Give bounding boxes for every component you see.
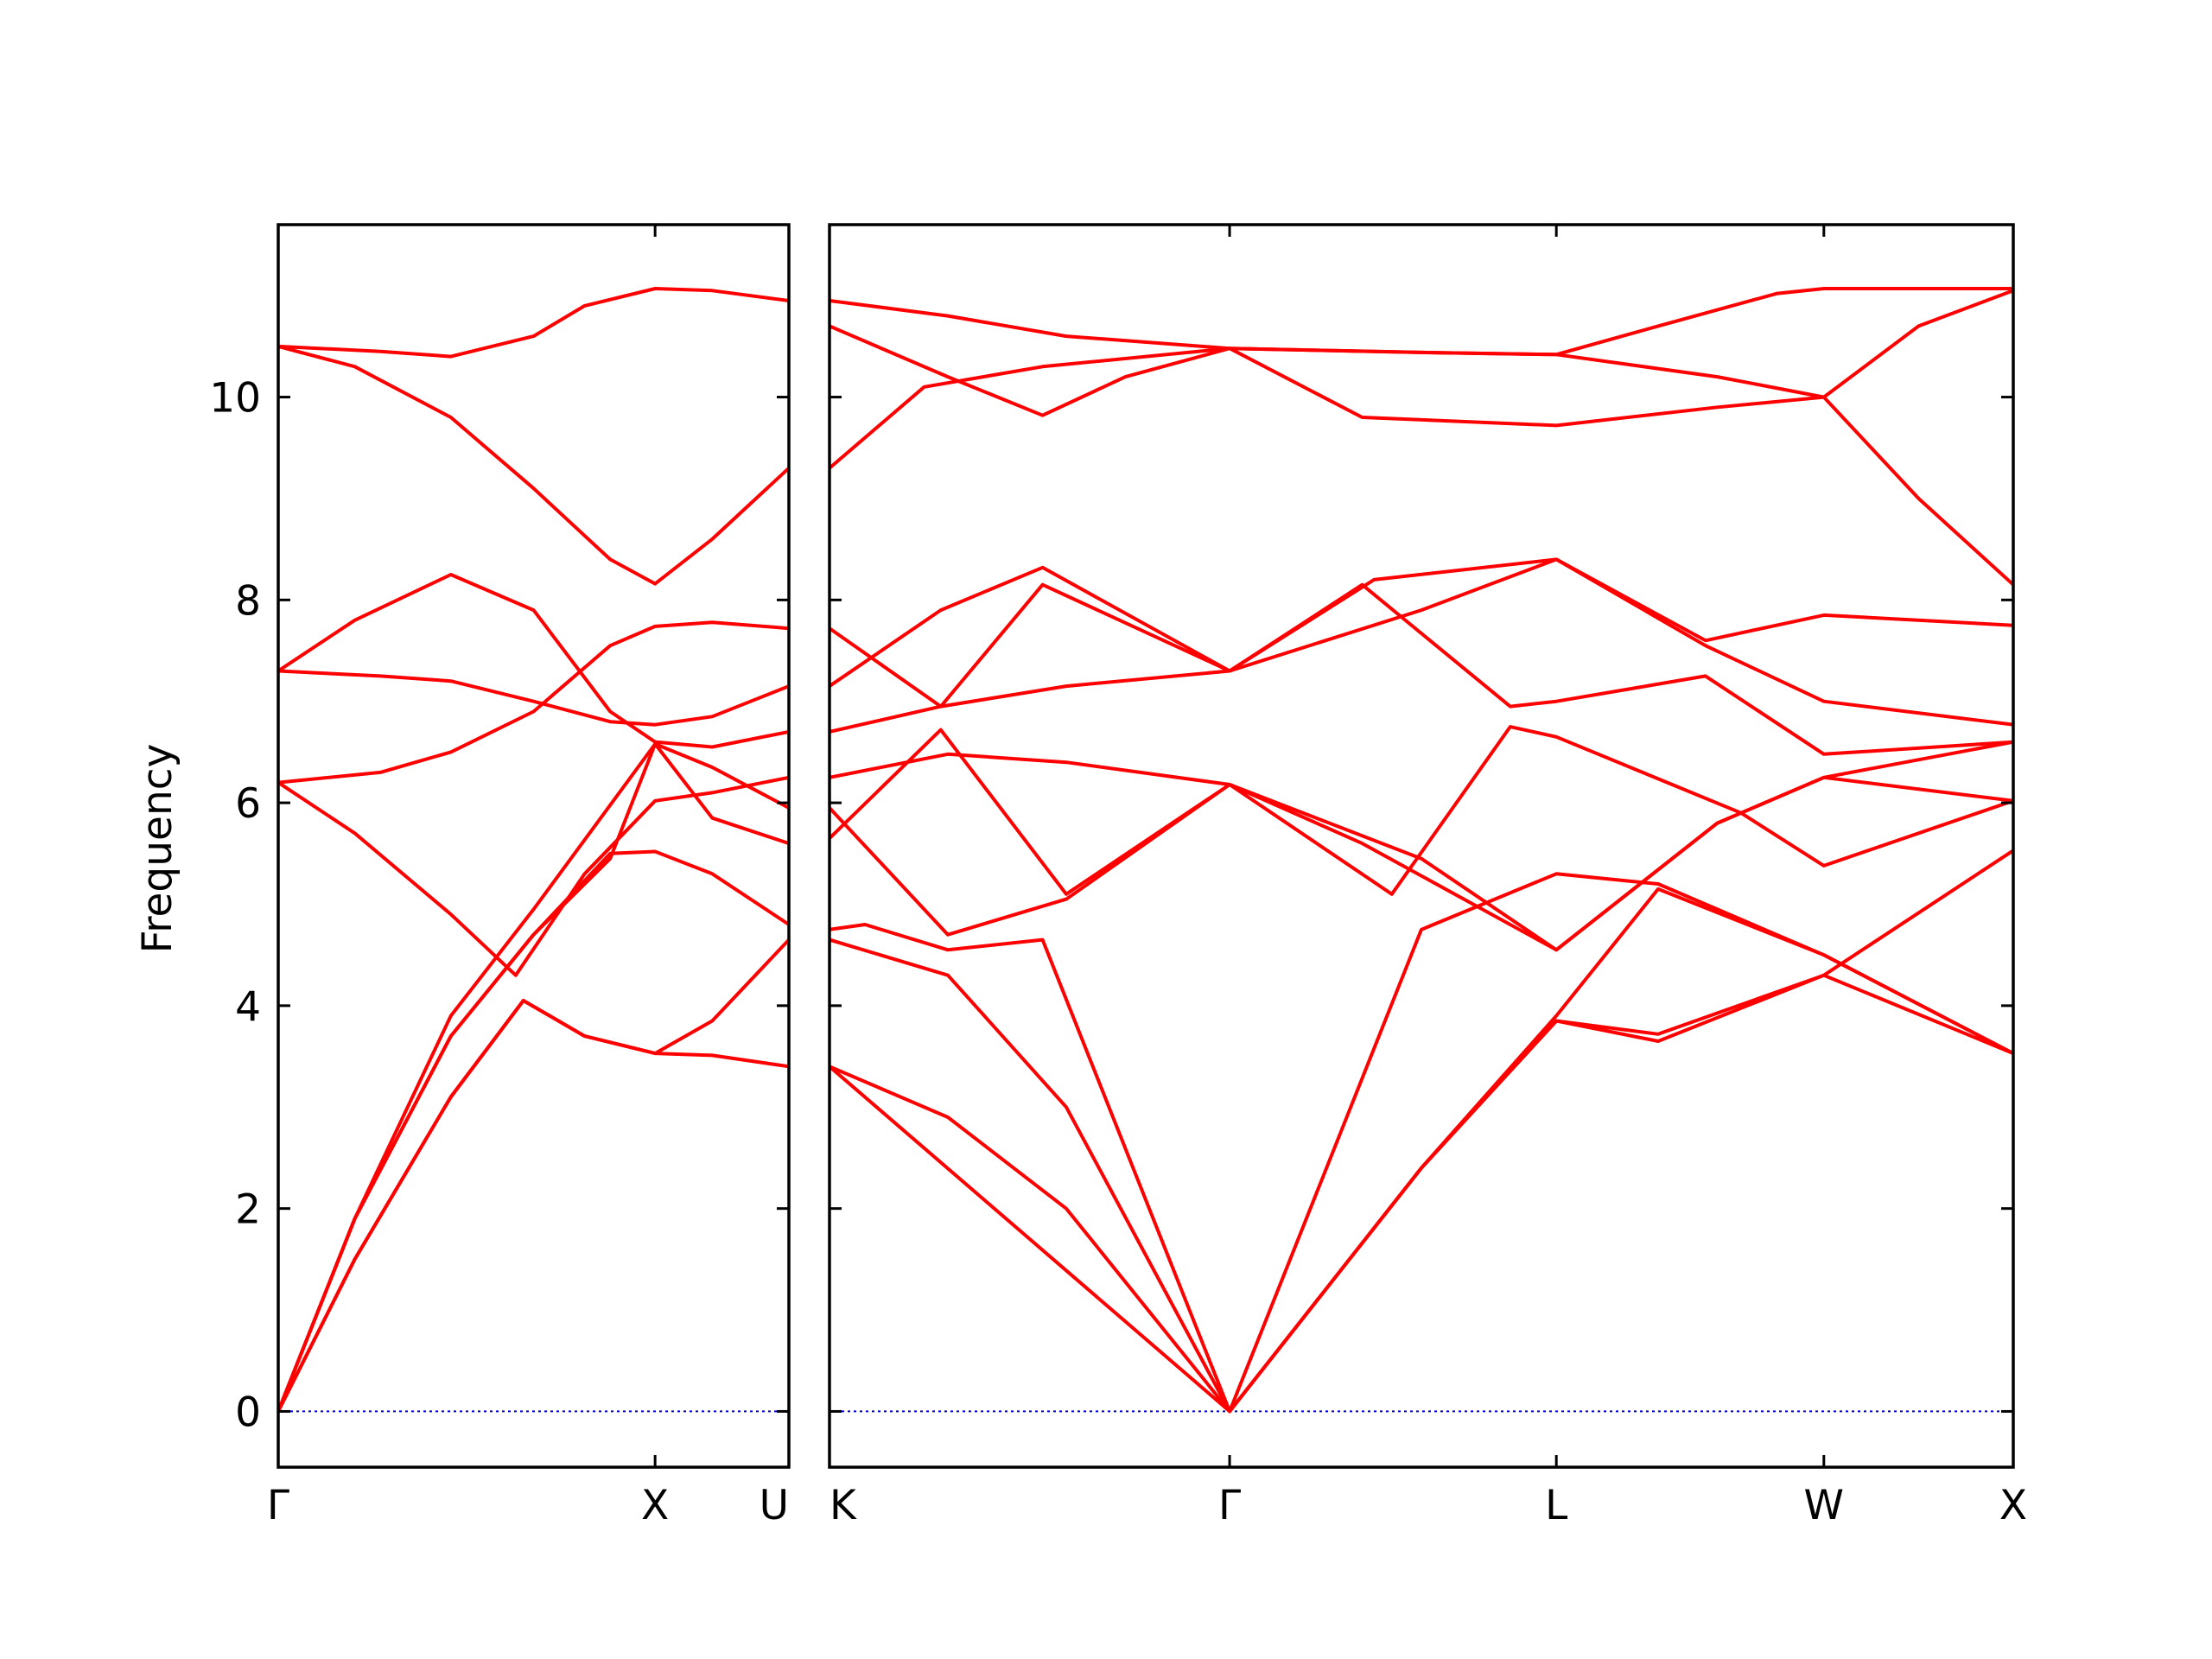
y-tick-label: 0: [235, 1389, 261, 1436]
band-line-11: [278, 999, 789, 1414]
band-line-1: [830, 287, 2013, 357]
x-tick-label: X: [1999, 1482, 2027, 1529]
band-line-10: [278, 938, 789, 1414]
plot-frame: [828, 223, 2015, 1469]
band-line-12: [830, 849, 2013, 1414]
band-line-4: [278, 669, 789, 727]
y-tick-label: 8: [235, 577, 261, 625]
band-line-5: [278, 620, 789, 785]
band-line-9: [830, 728, 2013, 952]
band-line-4: [830, 557, 2013, 709]
band-line-6: [830, 582, 2013, 756]
x-tick-label: W: [1804, 1482, 1844, 1529]
band-line-3: [830, 289, 2013, 470]
band-line-7: [278, 742, 789, 1414]
x-tick-label: Γ: [267, 1482, 289, 1529]
x-tick-label: U: [760, 1482, 789, 1529]
band-line-10: [830, 872, 2013, 1414]
band-line-8: [830, 725, 2013, 937]
band-line-9: [278, 849, 789, 1414]
plot-frame: [276, 223, 791, 1469]
y-axis-label: Frequency: [134, 744, 181, 954]
y-tick-label: 6: [235, 780, 261, 828]
x-tick-label: Γ: [1218, 1482, 1241, 1529]
y-tick-label: 10: [209, 375, 261, 423]
x-tick-label: L: [1545, 1482, 1567, 1529]
band-line-1: [278, 287, 789, 359]
x-tick-label: X: [641, 1482, 669, 1529]
band-line-5: [830, 557, 2013, 727]
y-tick-labels: 0 2 4 6 8 10: [209, 375, 261, 1437]
band-lines: [830, 287, 2013, 1414]
y-tick-label: 4: [235, 983, 261, 1031]
band-line-8: [278, 742, 789, 1414]
band-lines: [278, 287, 789, 1414]
x-tick-label: K: [830, 1482, 857, 1529]
band-line-13: [830, 973, 2013, 1414]
band-line-6: [278, 775, 789, 977]
band-line-3: [278, 573, 789, 749]
band-line-2: [830, 324, 2013, 587]
band-line-2: [278, 344, 789, 586]
y-tick-label: 2: [235, 1186, 261, 1234]
